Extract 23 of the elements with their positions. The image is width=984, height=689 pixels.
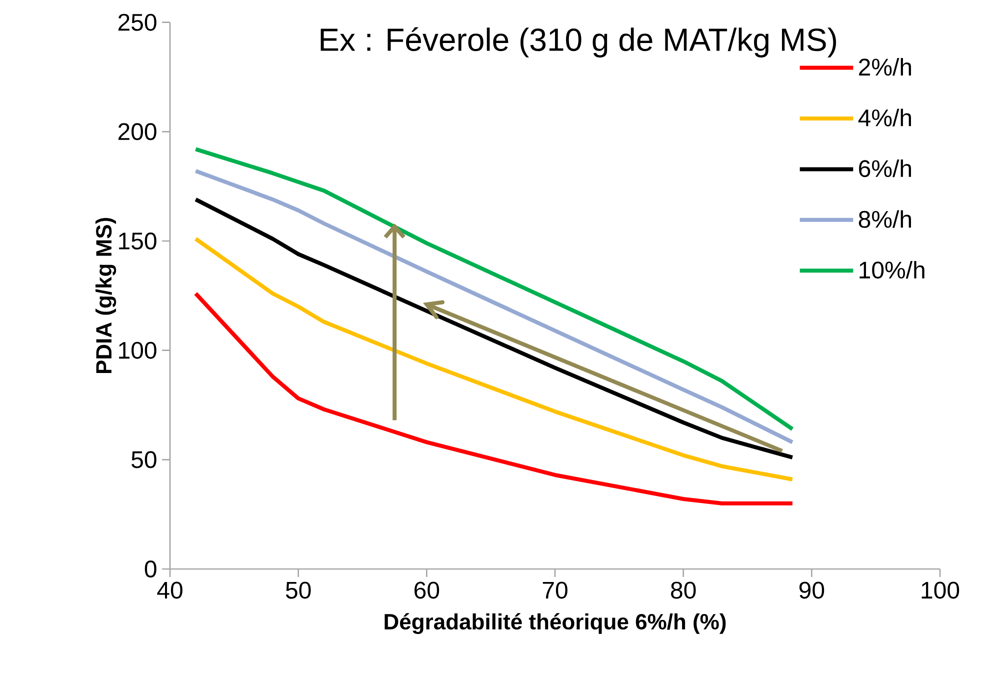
legend-label: 8%/h — [858, 210, 911, 228]
x-tick-label: 100 — [922, 582, 960, 599]
x-tick-label: 40 — [157, 582, 182, 599]
y-axis-title: PDIA (g/kg MS) — [95, 218, 116, 374]
legend-label: 10%/h — [860, 260, 924, 279]
legend-label: 4%/h — [858, 108, 911, 126]
x-tick-label: 50 — [286, 582, 311, 599]
y-tick-label: 150 — [119, 232, 156, 250]
legend-label: 2%/h — [859, 58, 911, 76]
chart-title: Ex : Féverole (310 g de MAT/kg MS) — [320, 27, 836, 58]
x-tick-label: 80 — [671, 582, 696, 599]
legend-label: 6%/h — [859, 160, 911, 178]
x-tick-label: 70 — [542, 582, 568, 599]
y-tick-label: 50 — [132, 451, 156, 468]
y-tick-label: 200 — [118, 123, 156, 140]
x-tick-label: 90 — [799, 582, 824, 599]
x-tick-label: 60 — [414, 582, 440, 599]
y-tick-label: 250 — [118, 14, 156, 31]
line-series — [194, 236, 794, 482]
y-tick-label: 100 — [119, 342, 156, 359]
line-series — [194, 291, 794, 506]
y-tick-label: 0 — [144, 560, 156, 578]
x-axis-title: Dégradabilité théorique 6%/h (%) — [384, 613, 726, 634]
